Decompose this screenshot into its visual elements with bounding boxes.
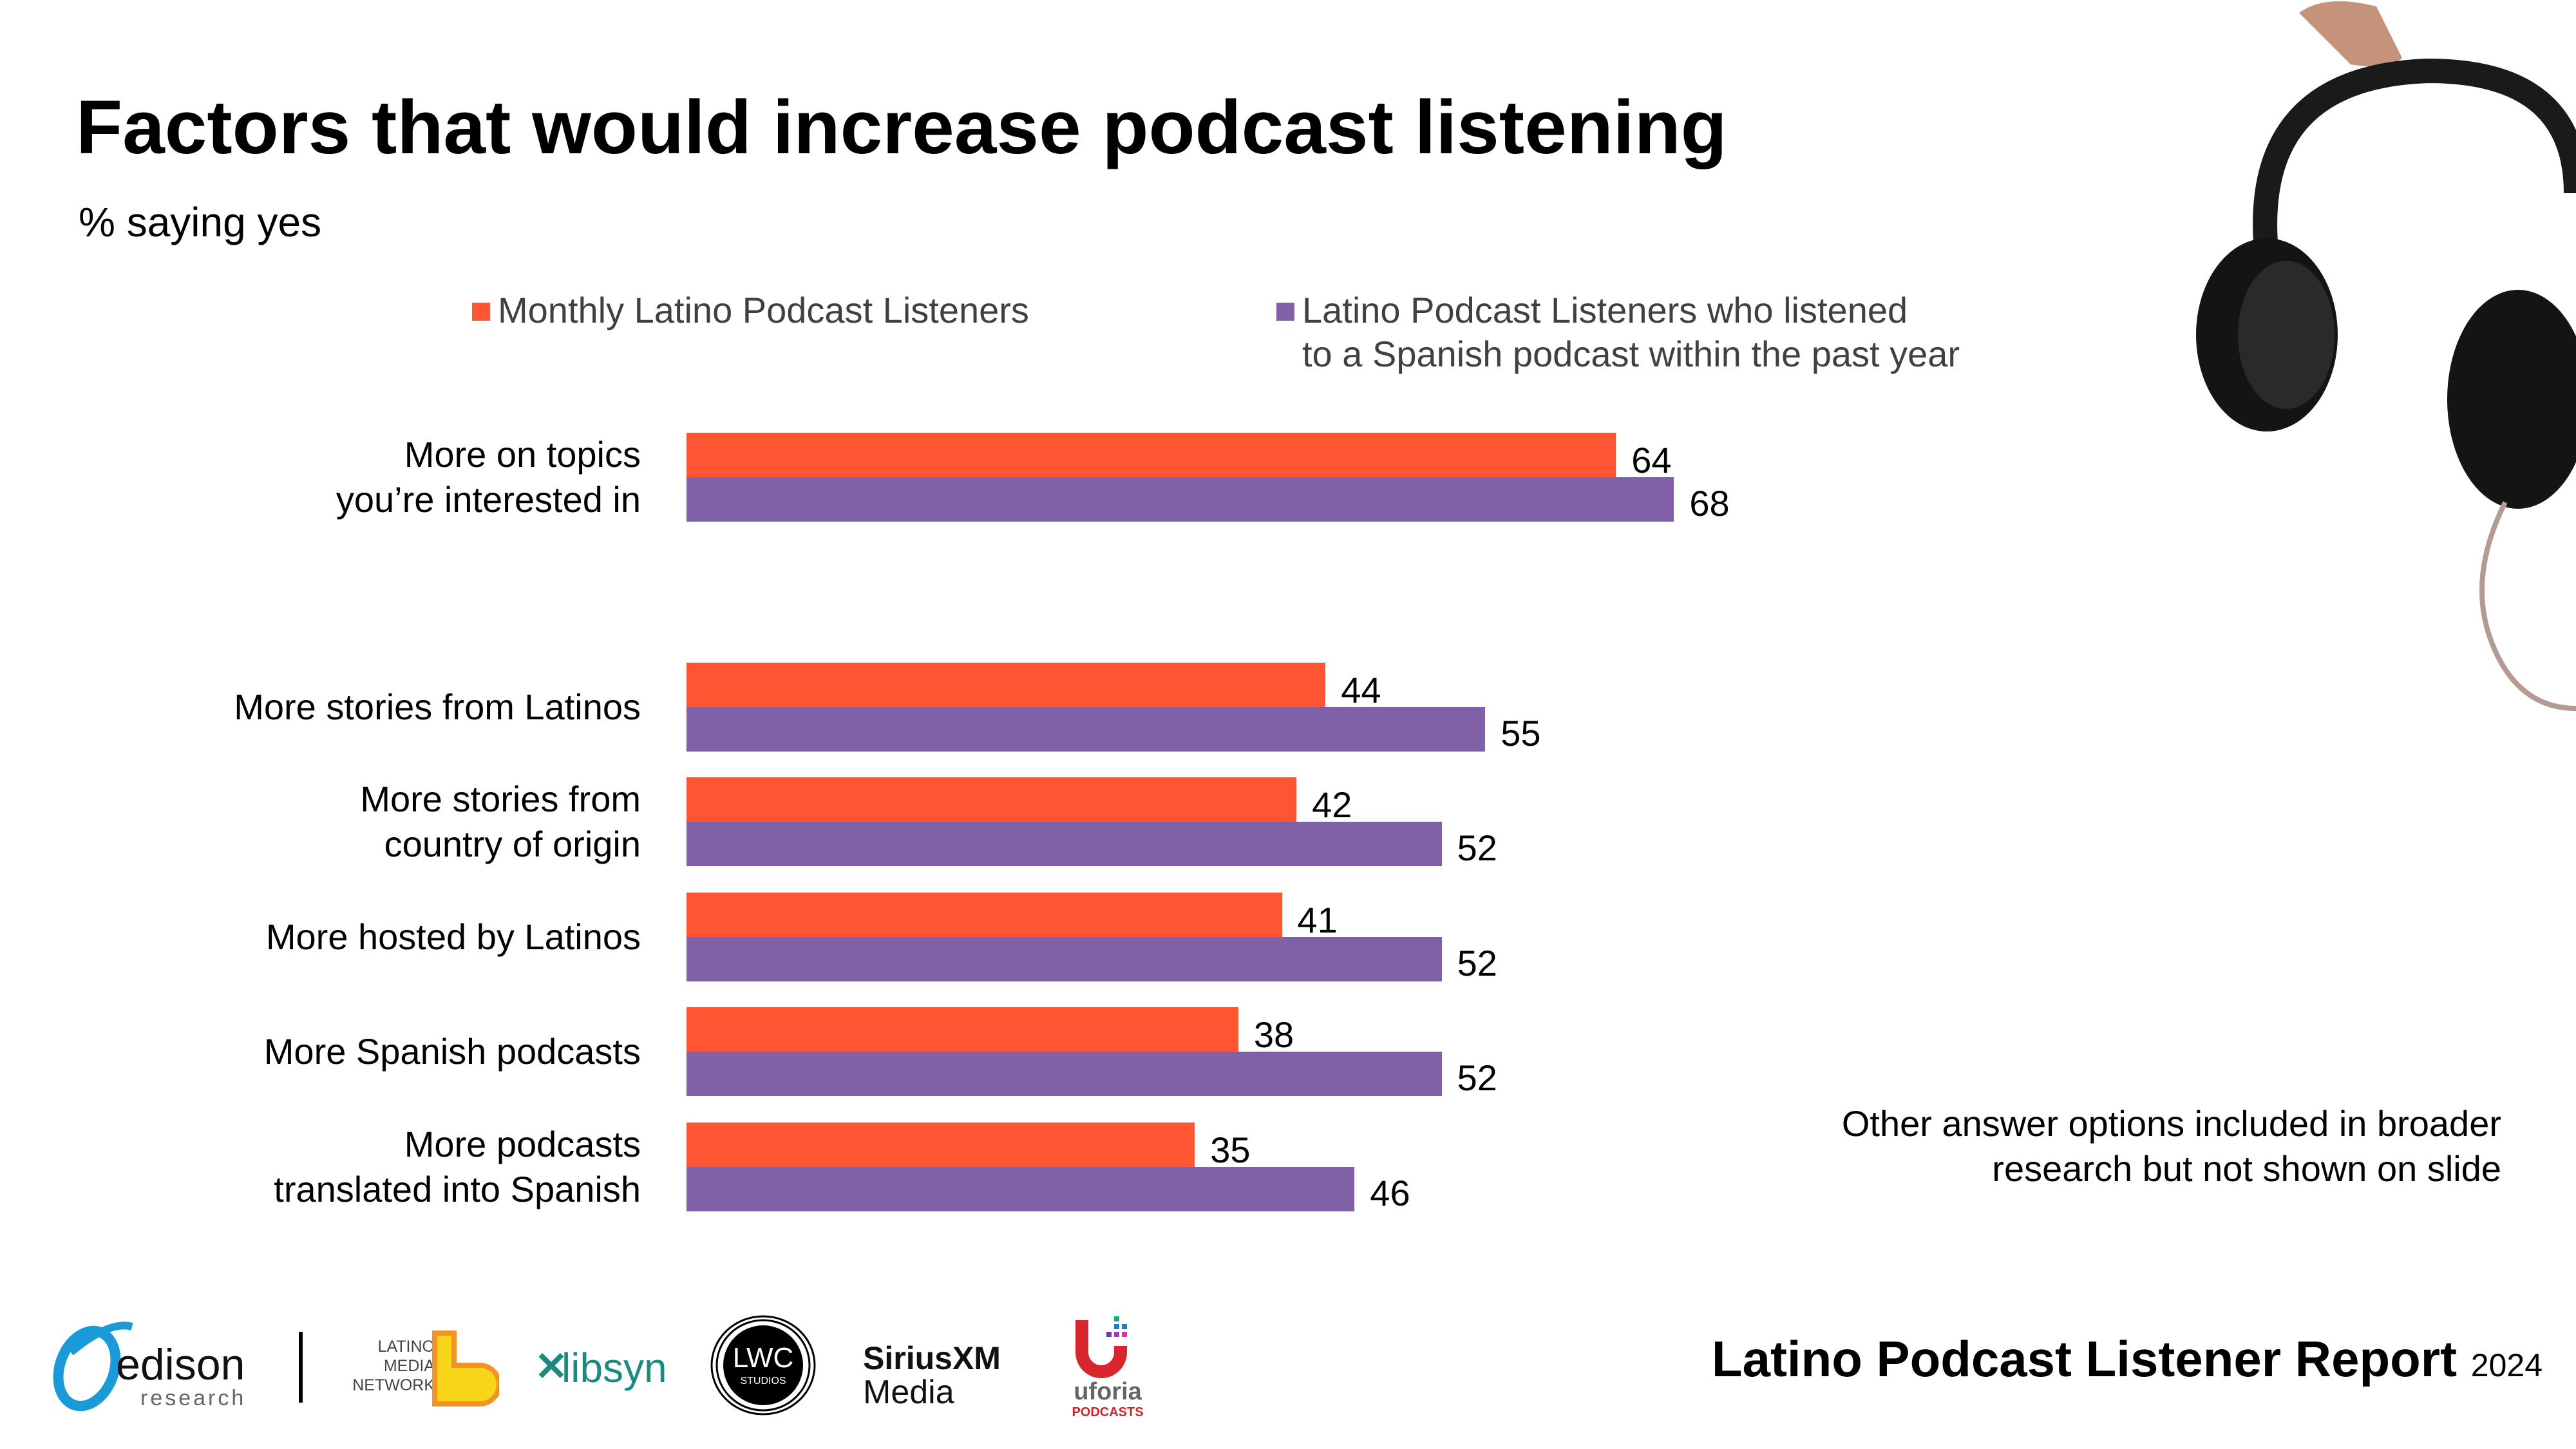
category-label-line: translated into Spanish [274, 1169, 641, 1209]
value-label: 42 [1312, 784, 1352, 825]
bar-series1 [687, 893, 1282, 937]
siriusxm-wordmark: SiriusXM [863, 1340, 1001, 1376]
slide-subtitle: % saying yes [79, 199, 322, 245]
latino-media-network-logo: LATINO MEDIA NETWORK [332, 1327, 499, 1410]
category-label: More hosted by Latinos [266, 914, 641, 960]
lmn-wordmark: LATINO MEDIA NETWORK [352, 1337, 435, 1395]
report-year: 2024 [2470, 1347, 2543, 1383]
lmn-line1: LATINO [377, 1338, 435, 1356]
legend-label: Monthly Latino Podcast Listeners [498, 290, 1029, 330]
category-label-line: More hosted by Latinos [265, 916, 641, 957]
lmn-heart-icon [432, 1331, 499, 1406]
value-label: 64 [1631, 440, 1672, 480]
category-label-line: More Spanish podcasts [263, 1031, 641, 1072]
category-label: More podcasts translated into Spanish [274, 1122, 641, 1212]
footnote-line2: research but not shown on slide [1992, 1148, 2501, 1189]
category-label-line: More podcasts [404, 1124, 641, 1164]
cable-shape [2479, 501, 2576, 711]
value-label: 52 [1457, 828, 1497, 868]
libsyn-logo: ✕ libsyn [535, 1343, 676, 1394]
headphones-image [2196, 1, 2576, 711]
legend-label: Latino Podcast Listeners who listened [1302, 290, 1908, 330]
report-title: Latino Podcast Listener Report 2024 [1712, 1330, 2543, 1388]
lwc-circle-icon [710, 1315, 816, 1416]
slide-title: Factors that would increase podcast list… [76, 85, 1727, 170]
value-label: 35 [1210, 1130, 1251, 1170]
uforia-u-icon [1075, 1316, 1127, 1378]
lmn-line2: MEDIA [383, 1357, 435, 1375]
value-label: 68 [1689, 483, 1730, 524]
footnote: Other answer options included in broader… [1842, 1101, 2501, 1191]
lmn-line3: NETWORK [352, 1376, 435, 1394]
uforia-podcasts-logo: uforia PODCASTS [1069, 1314, 1146, 1423]
headband-shape [2253, 58, 2576, 260]
value-label: 55 [1501, 713, 1541, 753]
value-label: 41 [1297, 900, 1338, 940]
bar-series2 [687, 1167, 1355, 1211]
bar-series2 [687, 477, 1674, 522]
bar-series2 [687, 707, 1486, 752]
value-label: 44 [1341, 670, 1381, 710]
footnote-line1: Other answer options included in broader [1841, 1103, 2501, 1144]
left-earcup-inner [2238, 261, 2334, 409]
lwc-subtext: STUDIOS [740, 1376, 786, 1387]
bar-chart: More on topics you’re interested in 64 68 Mo… [234, 432, 1730, 1213]
bar-series1 [687, 1007, 1238, 1052]
uforia-wordmark: uforia [1074, 1378, 1142, 1405]
category-label-line: More stories from [360, 779, 641, 819]
siriusxm-media-logo: SiriusXM Media [863, 1340, 1030, 1417]
value-label: 46 [1370, 1173, 1410, 1213]
legend-swatch-series2 [1276, 303, 1294, 321]
hand-shape [2299, 1, 2402, 67]
lwc-wordmark: LWC [732, 1342, 794, 1374]
bar-series1 [687, 1122, 1195, 1167]
edison-subtext: research [140, 1386, 247, 1410]
uforia-subtext: PODCASTS [1072, 1405, 1144, 1419]
right-earcup-shape [2447, 290, 2576, 509]
bar-series1 [687, 777, 1297, 822]
logo-divider [299, 1332, 303, 1403]
category-label-line: you’re interested in [336, 479, 641, 520]
siriusxm-subtext: Media [863, 1374, 954, 1411]
category-label-line: More on topics [404, 434, 641, 475]
legend-swatch-series1 [472, 303, 490, 321]
category-label: More stories from Latinos [234, 685, 641, 730]
bar-series1 [687, 663, 1326, 707]
value-label: 52 [1457, 1057, 1497, 1098]
category-label: More Spanish podcasts [264, 1029, 641, 1074]
edison-wordmark: edison [116, 1340, 245, 1389]
report-title-text: Latino Podcast Listener Report [1711, 1331, 2458, 1387]
category-label-line: country of origin [384, 824, 641, 864]
libsyn-wordmark: libsyn [562, 1345, 667, 1391]
category-label: More on topics you’re interested in [336, 432, 641, 522]
bar-series2 [687, 1052, 1442, 1096]
legend-label-line2: to a Spanish podcast within the past yea… [1302, 334, 1960, 374]
value-label: 38 [1253, 1014, 1294, 1055]
lwc-studios-logo: LWC STUDIOS [708, 1314, 818, 1417]
bar-series2 [687, 822, 1442, 866]
libsyn-mark-icon: ✕ [535, 1345, 568, 1389]
category-label: More stories from country of origin [360, 777, 641, 867]
value-label: 52 [1457, 943, 1497, 983]
bar-series1 [687, 433, 1616, 477]
edison-research-logo: edison research [52, 1314, 270, 1417]
edison-swirl-icon [53, 1321, 133, 1412]
category-label-line: More stories from Latinos [234, 687, 641, 727]
bar-series2 [687, 937, 1442, 981]
